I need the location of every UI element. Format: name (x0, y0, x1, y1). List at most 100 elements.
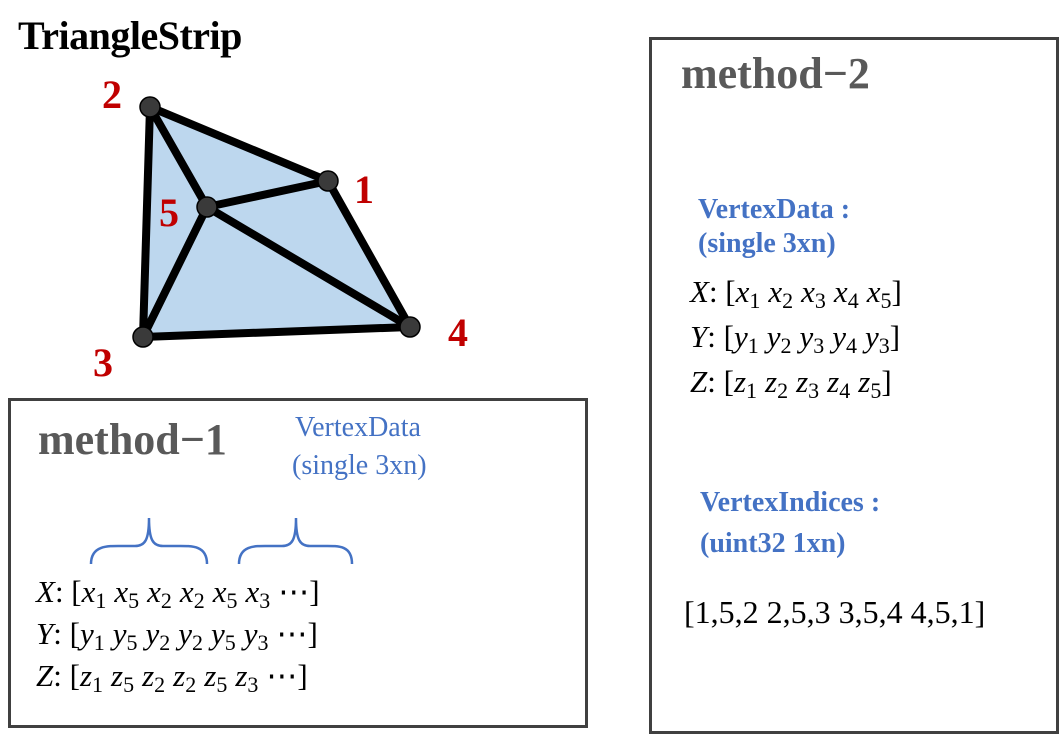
vertex-4 (399, 316, 421, 338)
row-element: y4 (832, 319, 857, 357)
element-subscript: 2 (782, 288, 794, 313)
row-element: x2 (179, 574, 205, 612)
brace-triangle-1 (89, 517, 209, 565)
element-symbol: y (832, 319, 846, 354)
vertex-row-y: Y: [y1 y2 y3 y4 y3] (690, 319, 901, 358)
element-symbol: x (147, 574, 161, 609)
element-subscript: 2 (780, 333, 792, 358)
element-symbol: z (796, 364, 809, 399)
element-subscript: 3 (814, 288, 826, 313)
element-symbol: x (866, 274, 881, 309)
edge-2-1 (146, 103, 332, 185)
element-symbol: y (865, 319, 879, 354)
edge-4-3 (139, 323, 414, 341)
vertex-row-x: X: [x1 x5 x2 x2 x5 x3 ⋯] (36, 574, 320, 613)
row-element: z5 (204, 658, 227, 696)
row-element: z5 (858, 364, 881, 402)
vertex-label-3: 3 (93, 340, 113, 385)
element-subscript: 5 (216, 672, 228, 697)
vertex-row-y: Y: [y1 y5 y2 y2 y5 y3 ⋯] (36, 616, 318, 655)
element-symbol: x (735, 274, 750, 309)
element-subscript: 5 (123, 672, 135, 697)
row-element: z4 (827, 364, 850, 402)
row-name: Z (36, 658, 54, 693)
element-subscript: 5 (224, 630, 236, 655)
row-element: x5 (866, 274, 892, 312)
element-subscript: 4 (846, 333, 857, 358)
row-element: z3 (235, 658, 258, 696)
row-name: X (36, 574, 55, 609)
element-symbol: y (243, 616, 258, 651)
row-element: y3 (799, 319, 824, 357)
row-element: z2 (142, 658, 165, 696)
edge-5-4 (203, 203, 414, 331)
element-symbol: z (765, 364, 778, 399)
element-subscript: 2 (159, 630, 171, 655)
row-element: y3 (865, 319, 890, 357)
element-symbol: x (114, 574, 129, 609)
ellipsis: ⋯ (266, 658, 298, 693)
row-element: x5 (213, 574, 238, 612)
element-subscript: 3 (257, 630, 269, 655)
element-symbol: y (79, 616, 94, 651)
element-subscript: 4 (839, 378, 851, 403)
element-subscript: 5 (126, 630, 138, 655)
method-2-indices: [1,5,2 2,5,3 3,5,4 4,5,1] (684, 594, 986, 630)
vertex-label-4: 4 (448, 310, 468, 355)
element-subscript: 3 (259, 588, 271, 613)
element-subscript: 1 (93, 630, 105, 655)
element-symbol: y (112, 616, 127, 651)
vertex-1 (317, 170, 339, 192)
vertex-3 (132, 326, 154, 348)
method-1-vertexdata-type: (single 3xn) (292, 450, 427, 481)
row-element: z3 (796, 364, 819, 402)
element-subscript: 2 (154, 672, 166, 697)
method-1-vertexdata-label: VertexData (295, 412, 421, 443)
edge-5-1 (203, 177, 332, 211)
method-1-title: method−1 (38, 415, 227, 464)
diagram-title: TriangleStrip (18, 13, 242, 58)
element-symbol: z (79, 658, 93, 693)
element-subscript: 4 (847, 288, 859, 313)
element-subscript: 1 (92, 672, 104, 697)
element-symbol: z (235, 658, 248, 693)
method-2-vertexindices-label: VertexIndices : (700, 487, 881, 518)
method-2-vertexindices-type: (uint32 1xn) (700, 528, 846, 559)
row-element: x4 (833, 274, 859, 312)
row-element: z2 (765, 364, 788, 402)
row-element: y2 (767, 319, 792, 357)
vertex-label-1: 1 (354, 167, 374, 212)
edge-2-5 (146, 103, 211, 211)
row-element: y1 (79, 616, 105, 654)
element-symbol: y (211, 616, 225, 651)
element-subscript: 2 (160, 588, 172, 613)
element-symbol: z (733, 364, 747, 399)
element-symbol: x (179, 574, 194, 609)
row-element: x1 (735, 274, 761, 312)
brace-triangle-2 (237, 517, 354, 565)
method-1-panel (8, 398, 588, 728)
element-subscript: 3 (878, 333, 890, 358)
row-element: z2 (173, 658, 196, 696)
method-2-title: method−2 (681, 49, 870, 98)
element-subscript: 5 (880, 288, 892, 313)
element-subscript: 5 (128, 588, 140, 613)
element-subscript: 1 (746, 378, 758, 403)
vertex-2 (139, 96, 161, 118)
row-element: y2 (178, 616, 203, 654)
element-subscript: 1 (749, 288, 761, 313)
element-symbol: x (801, 274, 815, 309)
vertex-row-z: Z: [z1 z5 z2 z2 z5 z3 ⋯] (36, 658, 308, 697)
element-symbol: x (833, 274, 848, 309)
vertex-row-x: X: [x1 x2 x3 x4 x5] (690, 274, 902, 313)
element-subscript: 2 (185, 672, 197, 697)
element-symbol: y (145, 616, 160, 651)
ellipsis: ⋯ (278, 574, 310, 609)
edge-1-4 (324, 177, 414, 331)
vertex-row-z: Z: [z1 z2 z3 z4 z5] (690, 364, 892, 403)
edge-5-3 (139, 203, 211, 341)
element-symbol: y (733, 319, 748, 354)
element-subscript: 5 (226, 588, 238, 613)
element-symbol: z (111, 658, 124, 693)
